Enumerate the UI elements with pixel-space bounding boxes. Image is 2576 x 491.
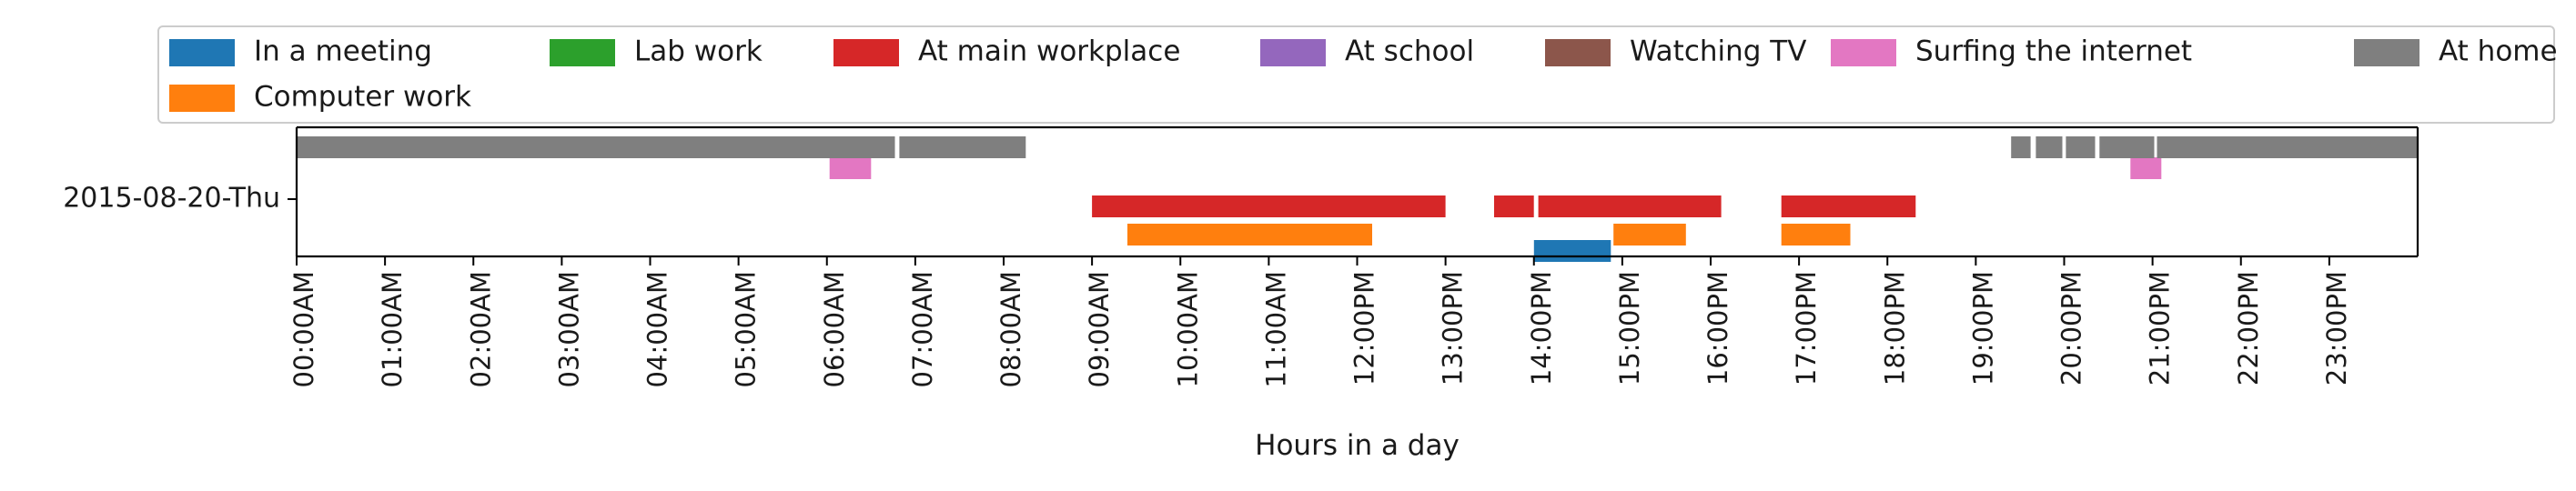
legend-swatch-computer-work: [169, 85, 235, 112]
bar-computer-work-2: [1781, 224, 1851, 246]
bar-at-home-4: [2066, 136, 2096, 158]
legend: In a meeting Lab work At main workplace At …: [157, 25, 2558, 124]
legend-swatch-at-home: [2354, 39, 2419, 66]
bar-at-main-workplace-0: [1092, 195, 1446, 217]
legend-label-at-school: At school: [1345, 35, 1474, 68]
bar-at-main-workplace-1: [1494, 195, 1534, 217]
legend-label-computer-work: Computer work: [254, 81, 471, 114]
legend-swatch-lab-work: [550, 39, 615, 66]
y-axis-ticks: 2015-08-20-Thu: [63, 183, 297, 215]
x-tick-label: 17:00PM: [1791, 271, 1822, 386]
x-tick-label: 09:00AM: [1084, 271, 1115, 387]
x-tick-label: 14:00PM: [1526, 271, 1557, 386]
x-tick-label: 05:00AM: [731, 271, 762, 387]
bar-surfing-the-internet-1: [2130, 157, 2162, 179]
bar-at-home-1: [899, 136, 1026, 158]
x-tick-label: 21:00PM: [2145, 271, 2176, 386]
x-tick-label: 12:00PM: [1349, 271, 1380, 386]
bar-surfing-the-internet-0: [829, 157, 872, 179]
x-tick-label: 06:00AM: [819, 271, 850, 387]
bar-computer-work-0: [1127, 224, 1372, 246]
x-axis-ticks: 00:00AM 01:00AM 02:00AM 03:00AM 04:00AM 05:00…: [288, 256, 2352, 387]
x-tick-label: 02:00AM: [465, 271, 496, 387]
x-tick-label: 19:00PM: [1967, 271, 1998, 386]
legend-swatch-at-school: [1260, 39, 1326, 66]
x-tick-label: 08:00AM: [995, 271, 1026, 387]
y-tick-label-day: 2015-08-20-Thu: [63, 183, 280, 215]
bar-at-home-0: [297, 136, 895, 158]
x-tick-label: 11:00AM: [1260, 271, 1291, 387]
legend-frame: [157, 25, 2555, 124]
x-tick-label: 15:00PM: [1614, 271, 1645, 386]
x-tick-label: 18:00PM: [1879, 271, 1910, 386]
x-tick-label: 04:00AM: [642, 271, 673, 387]
bar-in-a-meeting-0: [1533, 240, 1611, 262]
x-tick-label: 20:00PM: [2056, 271, 2087, 386]
x-tick-label: 07:00AM: [907, 271, 938, 387]
bar-at-home-5: [2099, 136, 2155, 158]
legend-swatch-surfing-the-internet: [1831, 39, 1896, 66]
x-tick-label: 03:00AM: [553, 271, 584, 387]
x-tick-label: 16:00PM: [1702, 271, 1733, 386]
legend-label-in-a-meeting: In a meeting: [254, 35, 432, 68]
bar-at-home-6: [2157, 136, 2418, 158]
x-tick-label: 22:00PM: [2233, 271, 2264, 386]
activity-bars: [297, 136, 2418, 262]
legend-label-lab-work: Lab work: [634, 35, 763, 68]
bar-computer-work-1: [1613, 224, 1686, 246]
x-axis-label: Hours in a day: [1255, 429, 1460, 462]
legend-swatch-watching-tv: [1545, 39, 1611, 66]
legend-label-watching-tv: Watching TV: [1630, 35, 1806, 68]
x-tick-label: 13:00PM: [1438, 271, 1469, 386]
legend-swatch-at-main-workplace: [833, 39, 899, 66]
legend-label-at-home: At home: [2439, 35, 2558, 68]
legend-swatch-in-a-meeting: [169, 39, 235, 66]
bar-at-main-workplace-2: [1538, 195, 1722, 217]
legend-label-at-main-workplace: At main workplace: [918, 35, 1180, 68]
x-tick-label: 01:00AM: [377, 271, 408, 387]
x-tick-label: 23:00PM: [2321, 271, 2352, 386]
x-tick-label: 00:00AM: [288, 271, 319, 387]
bar-at-home-2: [2011, 136, 2031, 158]
x-tick-label: 10:00AM: [1172, 271, 1203, 387]
bar-at-main-workplace-3: [1781, 195, 1916, 217]
legend-label-surfing-the-internet: Surfing the internet: [1915, 35, 2192, 68]
bar-at-home-3: [2036, 136, 2063, 158]
